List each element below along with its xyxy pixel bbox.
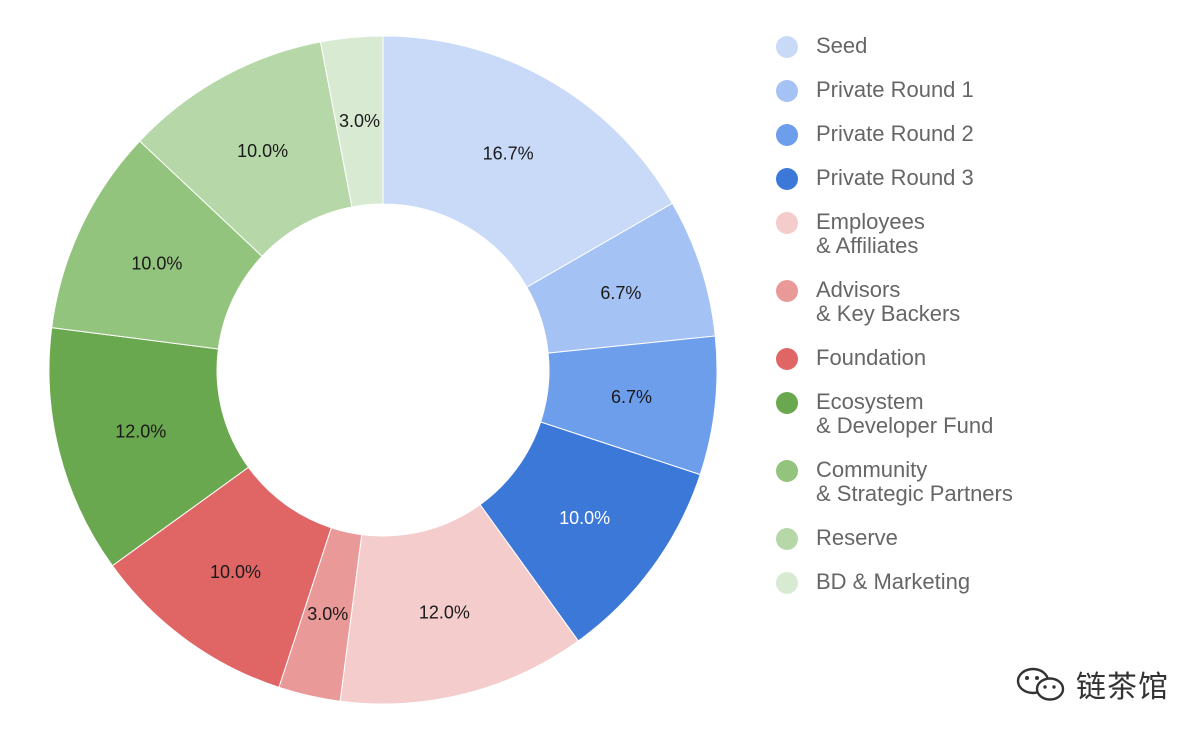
legend-item-bd-marketing: BD & Marketing xyxy=(776,570,1076,594)
slice-label-advisors-key-backers: 3.0% xyxy=(307,604,348,624)
slice-label-foundation: 10.0% xyxy=(210,562,261,582)
legend-swatch xyxy=(776,36,798,58)
wechat-chat-bubbles-icon xyxy=(1016,667,1065,701)
legend-label: Ecosystem & Developer Fund xyxy=(816,389,994,438)
legend-item-advisors-key-backers: Advisors & Key Backers xyxy=(776,278,1076,326)
legend-item-community-strategic-partners: Community & Strategic Partners xyxy=(776,458,1076,506)
legend-label: Seed xyxy=(816,33,868,58)
legend-label: Foundation xyxy=(816,345,927,370)
legend-label: BD & Marketing xyxy=(816,569,971,594)
legend-swatch xyxy=(776,392,798,414)
slice-label-ecosystem-developer-fund: 12.0% xyxy=(115,422,166,442)
slice-label-private-round-1: 6.7% xyxy=(600,283,641,303)
legend-swatch xyxy=(776,80,798,102)
legend-label: Reserve xyxy=(816,525,898,550)
legend-item-reserve: Reserve xyxy=(776,526,1076,550)
legend-item-employees-affiliates: Employees & Affiliates xyxy=(776,210,1076,258)
donut-slice-bd-marketing xyxy=(319,35,384,208)
legend-item-private-round-2: Private Round 2 xyxy=(776,122,1076,146)
slice-label-private-round-3: 10.0% xyxy=(559,508,610,528)
slice-label-seed: 16.7% xyxy=(483,144,534,164)
legend-item-private-round-1: Private Round 1 xyxy=(776,78,1076,102)
slice-label-employees-affiliates: 12.0% xyxy=(419,602,470,622)
legend-swatch xyxy=(776,460,798,482)
legend-label: Advisors & Key Backers xyxy=(816,277,961,326)
slice-label-community-strategic-partners: 10.0% xyxy=(131,253,182,273)
legend-swatch xyxy=(776,168,798,190)
legend-label: Employees & Affiliates xyxy=(816,209,925,258)
slice-label-reserve: 10.0% xyxy=(237,141,288,161)
legend-swatch xyxy=(776,348,798,370)
donut-slice-employees-affiliates xyxy=(339,503,579,705)
legend-swatch xyxy=(776,280,798,302)
legend-swatch xyxy=(776,528,798,550)
donut-slice-seed xyxy=(382,35,674,288)
watermark-text: 链茶馆 xyxy=(1076,670,1169,705)
legend-label: Community & Strategic Partners xyxy=(816,457,1013,506)
legend-swatch xyxy=(776,572,798,594)
legend-label: Private Round 2 xyxy=(816,121,974,146)
watermark: 链茶馆 xyxy=(1014,662,1169,706)
legend-label: Private Round 3 xyxy=(816,165,974,190)
legend-item-seed: Seed xyxy=(776,34,1076,58)
legend-swatch xyxy=(776,124,798,146)
slice-label-bd-marketing: 3.0% xyxy=(339,111,380,131)
donut-slice-ecosystem-developer-fund xyxy=(48,327,250,567)
legend-item-ecosystem-developer-fund: Ecosystem & Developer Fund xyxy=(776,390,1076,438)
legend-label: Private Round 1 xyxy=(816,77,974,102)
legend-swatch xyxy=(776,212,798,234)
legend-item-foundation: Foundation xyxy=(776,346,1076,370)
legend-item-private-round-3: Private Round 3 xyxy=(776,166,1076,190)
slice-label-private-round-2: 6.7% xyxy=(611,387,652,407)
chart-legend: Seed Private Round 1 Private Round 2 Privat… xyxy=(776,34,1076,614)
donut-chart-svg: 16.7% 6.7% 6.7% 10.0% 12.0% 3.0% 10.0% 12.0% 10.… xyxy=(48,35,718,705)
